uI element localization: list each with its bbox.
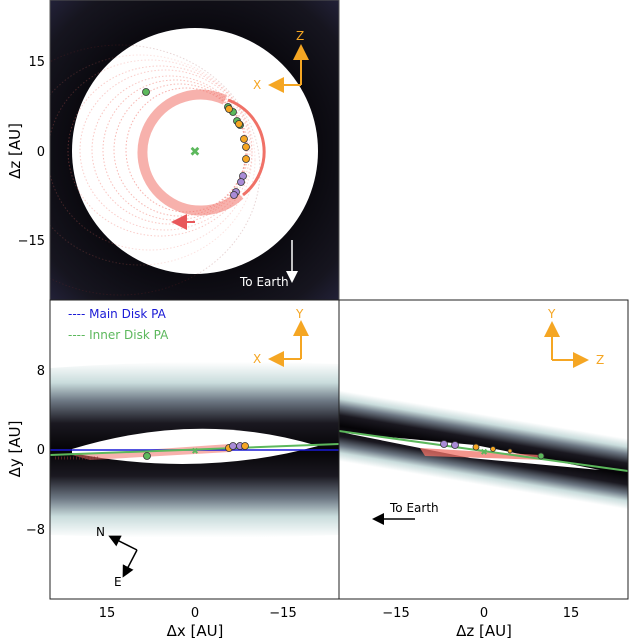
legend-inner-disk-pa: ---- Inner Disk PA	[68, 328, 169, 342]
svg-text:−15: −15	[269, 606, 296, 621]
legend: ---- Main Disk PA ---- Inner Disk PA	[68, 307, 169, 342]
north-arrow-icon	[108, 535, 138, 551]
east-arrow-icon	[122, 549, 138, 578]
legend-main-disk-pa: ---- Main Disk PA	[68, 307, 167, 321]
svg-text:0: 0	[37, 443, 45, 458]
y-axis-label-dy: Δy [AU]	[6, 421, 24, 478]
svg-text:8: 8	[37, 364, 45, 379]
svg-text:15: 15	[563, 606, 580, 621]
x-axis-label-dz: Δz [AU]	[456, 622, 512, 638]
panel-bottom-right: ✖ Y Z To Earth	[339, 300, 628, 599]
astrometry-points	[142, 88, 250, 199]
orbit-crescent	[137, 89, 244, 216]
north-east-indicator: N E	[96, 525, 138, 589]
inner-disk-pa-line	[339, 430, 628, 472]
axes-compass-xz: Z X	[253, 29, 309, 93]
panel-bottom-left: ✖ ---- Main Disk PA ---- Inner Disk PA Y…	[50, 300, 339, 599]
bottom-left-xticks: 15 0 −15	[99, 606, 297, 621]
astrometry-points-xy	[143, 442, 249, 460]
orbit-arc	[227, 98, 266, 197]
axis-z-label: Z	[596, 353, 604, 367]
svg-text:15: 15	[28, 55, 45, 70]
north-label: N	[96, 525, 105, 539]
inner-cavity	[72, 28, 318, 274]
axis-x-label: X	[253, 352, 261, 366]
svg-text:0: 0	[480, 606, 488, 621]
axes-compass-xy: Y X	[253, 307, 309, 367]
star-marker-icon: ✖	[191, 447, 199, 457]
svg-text:−15: −15	[382, 606, 409, 621]
to-earth-label: To Earth	[389, 501, 439, 515]
star-marker-icon: ✖	[480, 448, 488, 458]
inner-disk-pa-line	[50, 443, 339, 456]
astrometry-points-zy	[440, 440, 545, 460]
svg-text:15: 15	[99, 606, 116, 621]
bottom-left-yticks: 8 0 −8	[26, 364, 45, 538]
svg-text:−15: −15	[18, 234, 45, 249]
axis-x-label: X	[253, 78, 261, 92]
panel-top-left: ✖ Z X To Earth	[50, 0, 339, 300]
to-earth-indicator: To Earth	[372, 501, 439, 525]
axis-y-label: Y	[295, 307, 304, 321]
to-earth-label: To Earth	[239, 275, 289, 289]
orbit-band	[72, 444, 245, 460]
y-axis-label-dz: Δz [AU]	[6, 123, 24, 179]
axis-y-label: Y	[547, 307, 556, 321]
bottom-right-xticks: −15 0 15	[382, 606, 579, 621]
svg-text:0: 0	[191, 606, 199, 621]
axis-z-label: Z	[296, 29, 304, 43]
svg-text:0: 0	[37, 145, 45, 160]
star-marker-icon: ✖	[190, 145, 201, 160]
x-axis-label-dx: Δx [AU]	[167, 622, 224, 638]
to-earth-indicator: To Earth	[239, 240, 298, 289]
axes-compass-zy: Y Z	[544, 307, 604, 368]
panel-bottom-right-frame	[338, 299, 629, 600]
orbit-band	[420, 448, 545, 460]
east-label: E	[114, 575, 122, 589]
top-left-yticks: 15 0 −15	[18, 55, 45, 249]
svg-text:−8: −8	[26, 523, 45, 538]
